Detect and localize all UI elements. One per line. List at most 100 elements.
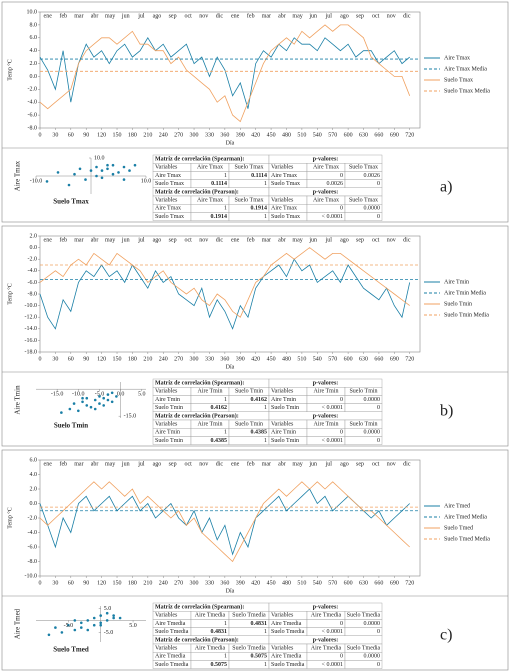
scatter-point	[78, 167, 82, 171]
x-tick-label: 30	[52, 580, 58, 586]
series-line	[39, 247, 410, 318]
scatter-point	[106, 393, 110, 396]
table-cell	[344, 436, 383, 445]
x-tick-label: 690	[390, 132, 399, 138]
series-line	[39, 258, 411, 330]
month-label: dic	[403, 461, 411, 467]
scatter-point	[84, 178, 87, 181]
scatter-point	[98, 402, 101, 405]
table-cell	[228, 627, 270, 636]
month-label: mar	[74, 237, 83, 243]
table-cell-text: 0.4385	[251, 430, 268, 436]
month-label: jun	[121, 237, 130, 243]
x-tick-label: 480	[282, 132, 291, 138]
month-label: feb	[59, 12, 67, 19]
month-label: feb	[59, 236, 67, 243]
table-cell-text: Aire Tmin	[313, 421, 338, 427]
panel-frame	[1, 449, 509, 671]
table-cell-text: Aire Tmin	[271, 430, 296, 436]
panel-label: b)	[440, 403, 453, 420]
table-cell-text: Suelo Tmin	[235, 389, 263, 395]
scatter-point	[92, 623, 96, 627]
table-cell-text: Aire Tmin	[271, 397, 296, 403]
month-label: abr	[278, 13, 286, 19]
month-label: feb	[247, 460, 255, 467]
y-tick-label: 2.0	[30, 61, 38, 67]
scatter-point	[102, 404, 105, 407]
table-cell-text: Suelo Tmax	[234, 165, 263, 171]
x-tick-label: 150	[113, 356, 122, 362]
month-label: ene	[231, 461, 240, 467]
month-label: nov	[199, 13, 208, 19]
legend-label: Aire Tmed	[444, 503, 470, 509]
x-tick-label: 270	[174, 356, 183, 362]
table-cell-text: Variables	[271, 197, 294, 203]
month-label: jul	[137, 461, 145, 467]
table-cell-text: Aire Tmax	[313, 197, 339, 203]
month-label: sep	[356, 237, 364, 243]
table-cell-text: 0.4162	[251, 397, 268, 403]
scatter-point	[112, 616, 115, 620]
table-cell-text: 1	[264, 629, 267, 635]
scatter-point	[73, 619, 77, 622]
table-cell-text: 0	[377, 405, 380, 411]
panel-frame	[1, 1, 509, 223]
x-tick-label: 270	[174, 580, 183, 586]
month-label: oct	[185, 237, 193, 243]
table-cell-text: 0.1114	[251, 173, 267, 179]
scatter-point	[81, 396, 84, 400]
x-tick-label: 0	[39, 132, 42, 138]
table-cell-text: 0.4831	[211, 629, 228, 635]
month-label: jul	[137, 237, 145, 243]
scatter-point	[93, 407, 97, 411]
scatter-point	[99, 621, 103, 625]
month-label: jun	[308, 13, 317, 19]
panel-label: a)	[440, 179, 452, 196]
scatter-point	[110, 391, 114, 395]
table-cell-text: 1	[264, 181, 267, 187]
scatter-point	[128, 169, 131, 172]
table-cell	[344, 660, 383, 669]
y-tick-label: -4.0	[28, 530, 38, 536]
x-tick-label: 210	[143, 132, 152, 138]
legend-label: Aire Tmax	[444, 55, 470, 61]
panel-frame	[1, 225, 509, 447]
month-label: jun	[121, 13, 130, 19]
table-cell-text: 0	[340, 206, 343, 212]
scatter-point	[111, 172, 115, 176]
scatter-point	[106, 398, 110, 402]
table-cell-text: < 0.0001	[322, 629, 343, 635]
x-tick-label: 210	[143, 356, 152, 362]
month-label: abr	[91, 13, 99, 19]
month-label: ene	[44, 237, 53, 243]
y-tick-label: -15.0	[124, 414, 137, 420]
month-label: abr	[91, 461, 99, 467]
month-label: oct	[372, 13, 380, 19]
y-tick-label: 2.0	[30, 233, 38, 239]
legend-label: Aire Tmin	[444, 279, 469, 285]
table-cell-text: 0	[377, 214, 380, 220]
scatter-point	[105, 619, 109, 622]
month-label: ago	[153, 461, 162, 467]
legend-label: Suelo Tmin	[444, 301, 472, 307]
table-cell-text: Aire Tmedia	[195, 613, 226, 619]
table-cell-text: Aire Tmin	[155, 397, 180, 403]
month-label: may	[105, 237, 115, 243]
table-cell-text: 1	[224, 621, 227, 627]
scatter-point	[118, 616, 122, 620]
x-tick-label: 480	[282, 580, 291, 586]
x-tick-label: 660	[374, 132, 383, 138]
scatter-point	[77, 409, 80, 413]
month-label: ene	[44, 13, 53, 19]
table-cell-text: Suelo Tmedia	[155, 629, 189, 635]
table-cell-text: Variables	[271, 165, 294, 171]
x-tick-label: 5.0	[129, 623, 137, 629]
table-cell-text: 0.0000	[364, 206, 381, 212]
scatter-point	[45, 180, 49, 183]
table-cell-text: Aire Tmax	[197, 197, 223, 203]
scatter-point	[100, 176, 104, 180]
table-cell-text: Variables	[155, 613, 178, 619]
x-tick-label: 60	[68, 132, 74, 138]
table-cell-text: 0.0000	[364, 621, 381, 627]
table-cell-text: 0	[340, 397, 343, 403]
